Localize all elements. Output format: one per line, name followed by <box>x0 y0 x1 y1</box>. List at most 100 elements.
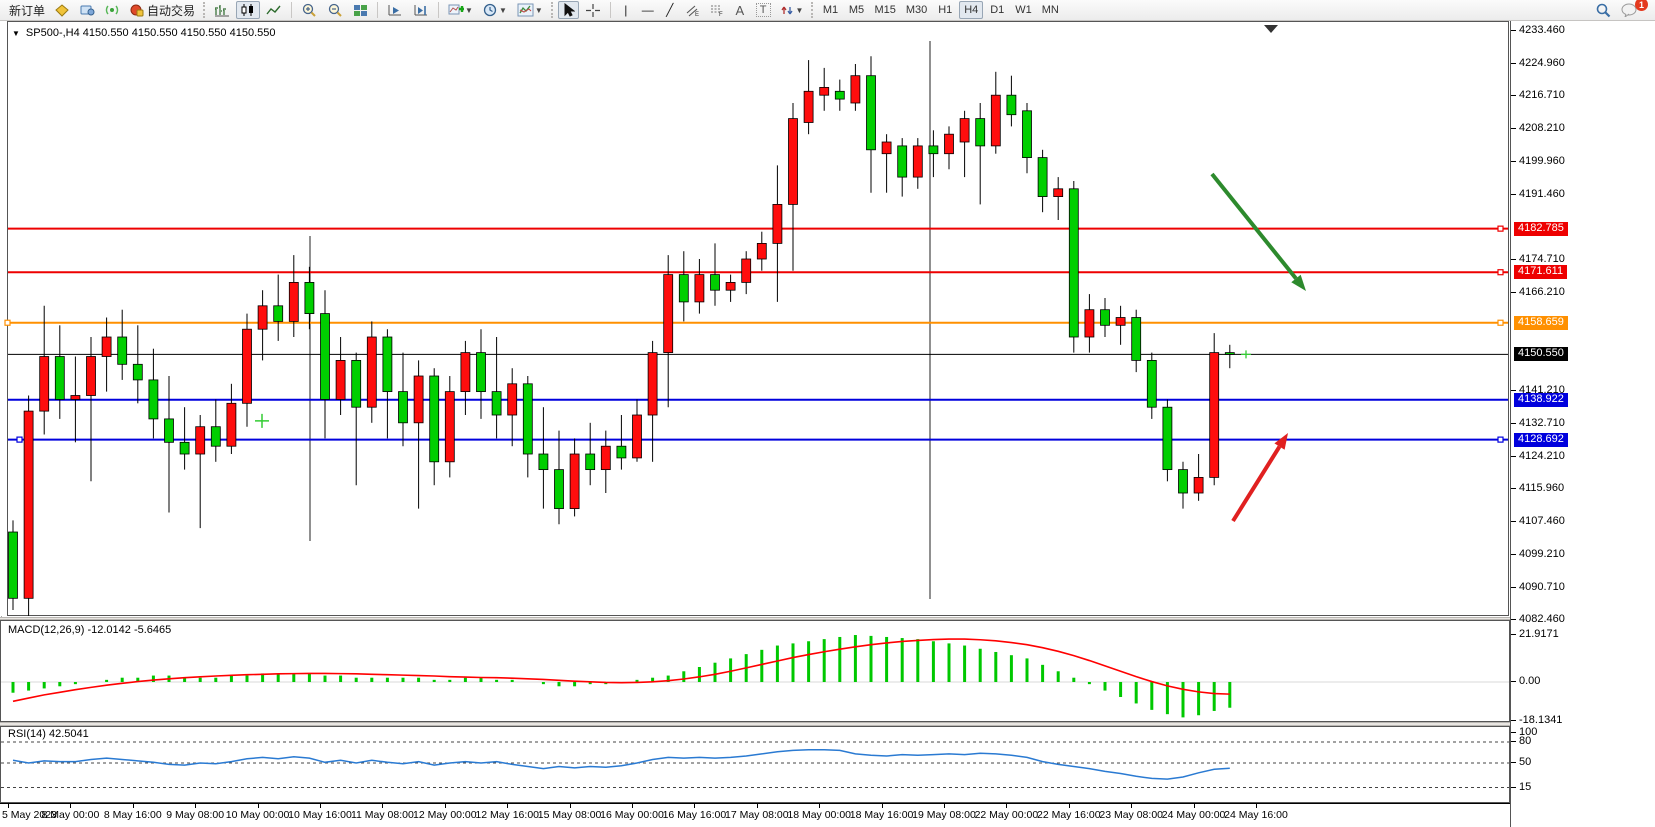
horizontal-line-tool[interactable]: — <box>641 3 654 17</box>
candle-body <box>1068 188 1079 338</box>
drawn-arrow[interactable] <box>1210 172 1298 280</box>
rsi-tick: 80 <box>1511 735 1531 747</box>
time-tick <box>1006 804 1008 808</box>
autotrade-button[interactable]: 自动交易 <box>126 1 199 19</box>
price-level-label: 4182.785 <box>1514 221 1568 236</box>
candle-body <box>413 375 424 424</box>
time-tick <box>70 804 72 808</box>
timeframe-m1[interactable]: M1 <box>822 4 839 16</box>
time-tick <box>944 804 945 808</box>
cursor-tool-icon[interactable] <box>557 1 579 19</box>
panel-splitter[interactable] <box>0 617 1510 620</box>
market-watch-icon[interactable] <box>51 1 74 19</box>
arrows-tool[interactable]: ▼ <box>777 1 808 19</box>
price-tick: 4191.460 <box>1511 188 1565 200</box>
crosshair-tool-icon[interactable] <box>581 1 605 19</box>
line-chart-mode-icon[interactable] <box>262 1 286 19</box>
candle-body <box>928 145 939 155</box>
candle-body <box>1053 188 1064 198</box>
text-label-tool[interactable]: T <box>752 1 775 19</box>
panel-splitter[interactable] <box>0 722 1510 726</box>
timeframe-m30[interactable]: M30 <box>905 4 928 16</box>
candle-body <box>1022 110 1032 158</box>
search-icon[interactable] <box>1591 1 1615 19</box>
drawn-arrow-head[interactable] <box>1274 433 1288 450</box>
candle-body <box>850 75 861 104</box>
candle-body <box>912 145 923 178</box>
chart-shift-marker-icon[interactable] <box>1264 25 1278 33</box>
toolbar-separator <box>377 2 379 18</box>
candle-body <box>554 469 564 510</box>
indicators-dropdown-caret[interactable]: ▼ <box>465 5 473 15</box>
time-label: 17 May 08:00 <box>724 809 789 821</box>
channel-tool[interactable]: E <box>682 1 704 19</box>
timeframe-d1[interactable]: D1 <box>990 4 1005 16</box>
time-tick <box>195 804 197 808</box>
timeframe-m15[interactable]: M15 <box>874 4 896 16</box>
candle-body <box>897 145 908 178</box>
time-axis[interactable]: 5 May 2023 8 May 00:00 8 May 16:00 9 May 08… <box>0 803 1510 827</box>
candle-body <box>23 410 34 599</box>
line-anchor-handle[interactable] <box>1497 436 1504 443</box>
vertical-line-tool[interactable]: | <box>624 3 628 17</box>
line-anchor-handle[interactable] <box>1497 269 1504 276</box>
terminal-icon[interactable] <box>76 1 99 19</box>
macd-panel[interactable] <box>0 620 1510 722</box>
candle-body <box>273 305 284 322</box>
zoom-out-icon[interactable] <box>323 1 347 19</box>
templates-button[interactable]: ▼ <box>513 1 547 19</box>
time-label: 12 May 00:00 <box>412 809 477 821</box>
time-tick <box>756 804 758 808</box>
price-chart[interactable] <box>0 21 1510 616</box>
bar-chart-mode-icon[interactable] <box>210 1 234 19</box>
periods-dropdown-caret[interactable]: ▼ <box>498 5 507 15</box>
price-tick: 4099.210 <box>1511 548 1565 560</box>
timeframe-m5[interactable]: M5 <box>848 4 865 16</box>
candle-body <box>398 391 408 424</box>
broadcast-icon[interactable] <box>101 1 124 19</box>
timeframe-h1[interactable]: H1 <box>938 4 953 16</box>
fibonacci-tool[interactable]: F <box>706 1 728 19</box>
line-anchor-handle[interactable] <box>1497 225 1504 232</box>
time-label: 12 May 16:00 <box>475 809 540 821</box>
candle-body <box>226 402 237 447</box>
trendline-tool[interactable]: ╱ <box>666 3 674 17</box>
time-label: 16 May 00:00 <box>600 809 664 821</box>
macd-label: MACD(12,26,9) -12.0142 -5.6465 <box>8 624 172 636</box>
timeframe-h4[interactable]: H4 <box>959 1 984 19</box>
line-anchor-handle[interactable] <box>1497 319 1504 326</box>
periods-button[interactable]: ▼ <box>479 1 511 19</box>
candle-body <box>320 313 330 400</box>
time-tick <box>819 804 821 808</box>
candle-body <box>772 204 783 244</box>
arrows-dropdown-caret[interactable]: ▼ <box>795 5 804 15</box>
candlestick-mode-icon[interactable] <box>236 1 261 19</box>
notifications-button[interactable]: 1 <box>1617 0 1648 19</box>
time-label: 10 May 16:00 <box>288 809 352 821</box>
drawn-arrow[interactable] <box>1231 445 1282 523</box>
auto-scroll-icon[interactable] <box>383 1 407 19</box>
line-anchor-handle[interactable] <box>4 319 11 326</box>
candle-body <box>164 418 174 443</box>
rsi-panel[interactable] <box>0 726 1510 803</box>
time-tick <box>694 804 696 808</box>
indicators-button[interactable]: ▼ <box>444 1 477 19</box>
drawn-arrow-head[interactable] <box>1291 274 1306 291</box>
chart-shift-icon[interactable] <box>409 1 433 19</box>
chart-menu-marker-icon[interactable]: ▼ <box>12 28 20 38</box>
candle-body <box>148 379 159 420</box>
time-tick <box>507 804 509 808</box>
candle-body <box>959 118 970 143</box>
timeframe-mn[interactable]: MN <box>1041 4 1059 16</box>
line-anchor-handle[interactable] <box>16 436 23 443</box>
text-tool[interactable]: A <box>735 2 745 18</box>
tile-windows-icon[interactable] <box>349 1 372 19</box>
price-axis[interactable]: 4233.460 4224.960 4216.710 4208.210 4199.960… <box>1510 21 1655 827</box>
zoom-in-icon[interactable] <box>297 1 321 19</box>
svg-text:F: F <box>719 12 723 17</box>
autotrade-label: 自动交易 <box>147 3 196 18</box>
templates-dropdown-caret[interactable]: ▼ <box>534 5 543 15</box>
timeframe-w1[interactable]: W1 <box>1015 4 1032 16</box>
price-tick: 4174.710 <box>1511 253 1565 265</box>
new-order-button[interactable]: 新订单 <box>9 3 46 18</box>
